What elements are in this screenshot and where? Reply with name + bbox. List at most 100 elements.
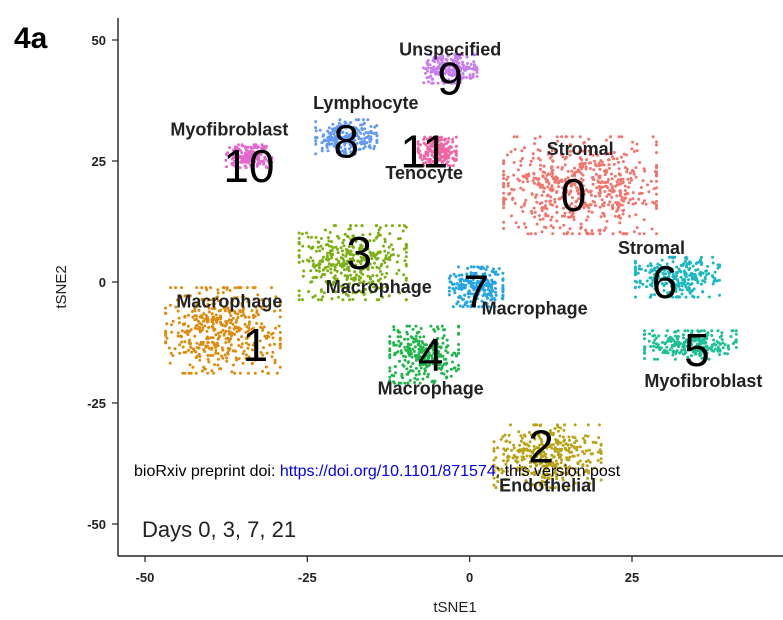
scatter-points (164, 53, 738, 490)
data-point (696, 329, 700, 333)
data-point (670, 343, 674, 347)
data-point (633, 267, 637, 271)
data-point (326, 269, 330, 273)
data-point (475, 286, 479, 290)
data-point (599, 468, 603, 471)
data-point (542, 190, 546, 194)
data-point (436, 342, 439, 346)
cluster-number-10: 10 (223, 140, 274, 192)
data-point (405, 324, 409, 328)
data-point (216, 288, 220, 292)
data-point (563, 214, 567, 218)
cluster-7-points (447, 265, 505, 309)
data-point (388, 369, 392, 373)
data-point (352, 125, 356, 129)
data-point (547, 459, 551, 463)
data-point (687, 287, 691, 290)
data-point (718, 353, 721, 357)
data-point (249, 163, 252, 167)
data-point (443, 66, 447, 70)
data-point (379, 277, 382, 281)
data-point (174, 286, 178, 290)
data-point (549, 195, 553, 199)
data-point (301, 244, 305, 248)
data-point (432, 164, 436, 168)
cluster-number-7: 7 (463, 266, 489, 318)
data-point (541, 186, 545, 189)
data-point (567, 449, 571, 453)
data-point (345, 267, 349, 271)
data-point (492, 483, 496, 487)
data-point (473, 275, 477, 278)
data-point (430, 139, 434, 143)
data-point (412, 350, 416, 353)
data-point (188, 338, 191, 342)
data-point (359, 262, 363, 266)
data-point (460, 283, 464, 287)
cluster-labels: 0Stromal1Macrophage2Endothelial3Macropha… (170, 40, 762, 496)
data-point (494, 293, 498, 297)
data-point (427, 80, 431, 84)
data-point (569, 149, 573, 153)
data-point (668, 279, 672, 283)
data-point (339, 271, 343, 275)
data-point (610, 177, 614, 181)
data-point (417, 148, 421, 152)
data-point (227, 340, 231, 344)
data-point (542, 164, 546, 168)
data-point (711, 261, 715, 265)
data-point (711, 282, 715, 286)
data-point (556, 450, 560, 454)
data-point (451, 282, 455, 286)
data-point (475, 65, 479, 69)
data-point (443, 150, 447, 154)
data-point (540, 480, 544, 483)
data-point (705, 273, 709, 276)
data-point (164, 311, 168, 315)
data-point (651, 329, 655, 333)
data-point (379, 264, 383, 268)
data-point (556, 453, 560, 457)
cluster-2-points (492, 423, 603, 490)
data-point (502, 459, 505, 463)
data-point (466, 266, 470, 270)
data-point (665, 282, 669, 285)
data-point (315, 269, 318, 272)
data-point (335, 263, 338, 267)
data-point (408, 324, 411, 328)
data-point (475, 75, 479, 78)
data-point (403, 259, 407, 263)
cluster-number-3: 3 (347, 227, 373, 279)
doi-link[interactable]: https://doi.org/10.1101/871574 (280, 463, 496, 480)
cluster-6-points (633, 255, 721, 299)
data-point (351, 257, 355, 260)
data-point (215, 341, 219, 345)
data-point (250, 309, 254, 313)
data-point (203, 304, 207, 308)
data-point (346, 274, 350, 278)
data-point (216, 299, 220, 302)
data-point (482, 279, 486, 283)
data-point (549, 224, 553, 228)
data-point (170, 323, 173, 327)
data-point (341, 130, 345, 134)
data-point (568, 153, 572, 157)
data-point (652, 201, 656, 205)
data-point (663, 295, 667, 299)
data-point (447, 164, 450, 168)
data-point (390, 253, 393, 257)
cluster-0-points (502, 135, 658, 236)
data-point (338, 130, 342, 134)
data-point (501, 284, 505, 287)
data-point (655, 140, 658, 144)
data-point (465, 76, 469, 79)
data-point (426, 358, 430, 362)
data-point (655, 174, 658, 178)
data-point (247, 150, 251, 153)
data-point (450, 81, 454, 85)
data-point (388, 347, 392, 351)
data-point (594, 441, 598, 444)
data-point (502, 220, 506, 224)
data-point (314, 236, 318, 239)
data-point (545, 173, 549, 177)
